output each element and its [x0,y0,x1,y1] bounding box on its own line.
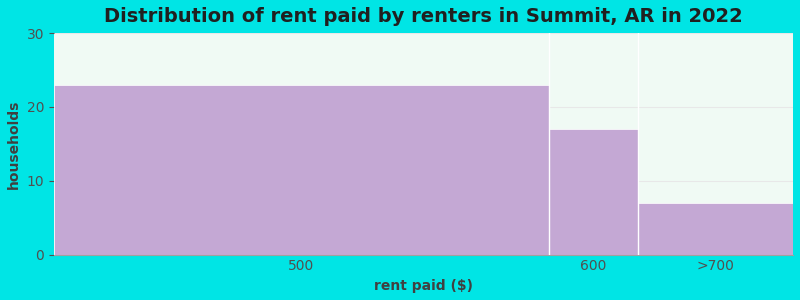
Y-axis label: households: households [7,99,21,188]
Bar [54,85,549,255]
Title: Distribution of rent paid by renters in Summit, AR in 2022: Distribution of rent paid by renters in … [104,7,743,26]
Bar [638,203,793,255]
Bar [549,129,638,255]
X-axis label: rent paid ($): rent paid ($) [374,279,473,293]
